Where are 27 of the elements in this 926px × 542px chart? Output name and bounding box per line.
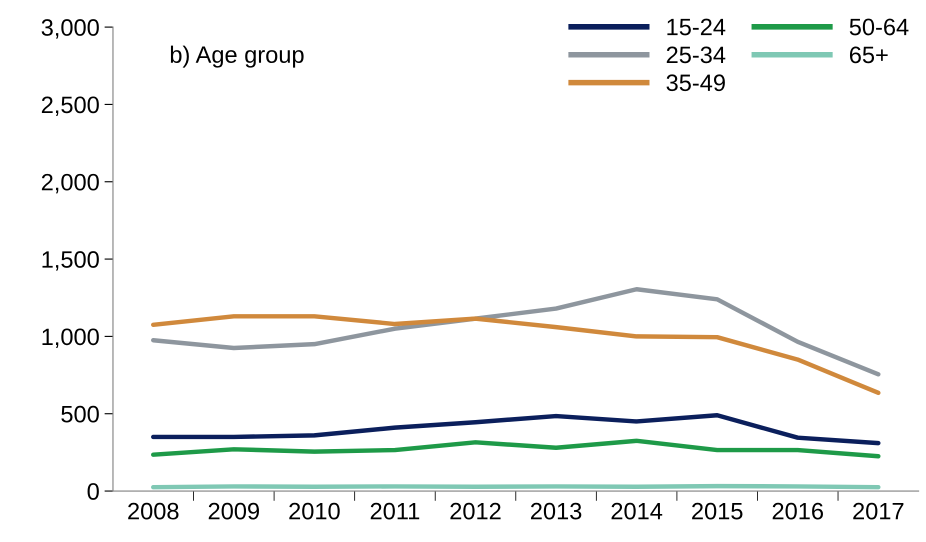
legend-label: 25-34 (666, 46, 726, 64)
line-series (151, 413, 881, 446)
y-tick-label: 0 (88, 483, 99, 500)
y-tick-label: 2,000 (42, 174, 99, 194)
x-tick-label: 2011 (370, 502, 420, 520)
y-tick-label: 1,000 (42, 328, 99, 348)
y-tick-label: 500 (61, 406, 99, 423)
x-tick-label: 2009 (208, 502, 259, 520)
y-tick-label: 2,500 (42, 96, 99, 116)
x-tick-label: 2017 (853, 502, 904, 520)
legend-label: 15-24 (667, 18, 726, 36)
x-tick-label: 2010 (289, 502, 340, 520)
x-tick-label: 2012 (450, 502, 501, 520)
x-tick-label: 2013 (530, 502, 582, 520)
line-series (151, 287, 881, 377)
y-tick-label: 3,000 (42, 19, 99, 39)
x-tick-label: 2015 (692, 502, 742, 520)
text: b) Age group (170, 46, 304, 68)
legend-label: 65+ (850, 46, 888, 64)
x-tick-label: 2008 (128, 502, 178, 520)
x-tick-label: 2016 (772, 502, 823, 520)
line-series (151, 438, 881, 458)
y-tick-label: 1,500 (42, 251, 99, 271)
line-series (151, 314, 881, 396)
legend-label: 50-64 (850, 18, 908, 36)
x-tick-label: 2014 (612, 502, 662, 520)
legend-label: 35-49 (666, 74, 725, 92)
